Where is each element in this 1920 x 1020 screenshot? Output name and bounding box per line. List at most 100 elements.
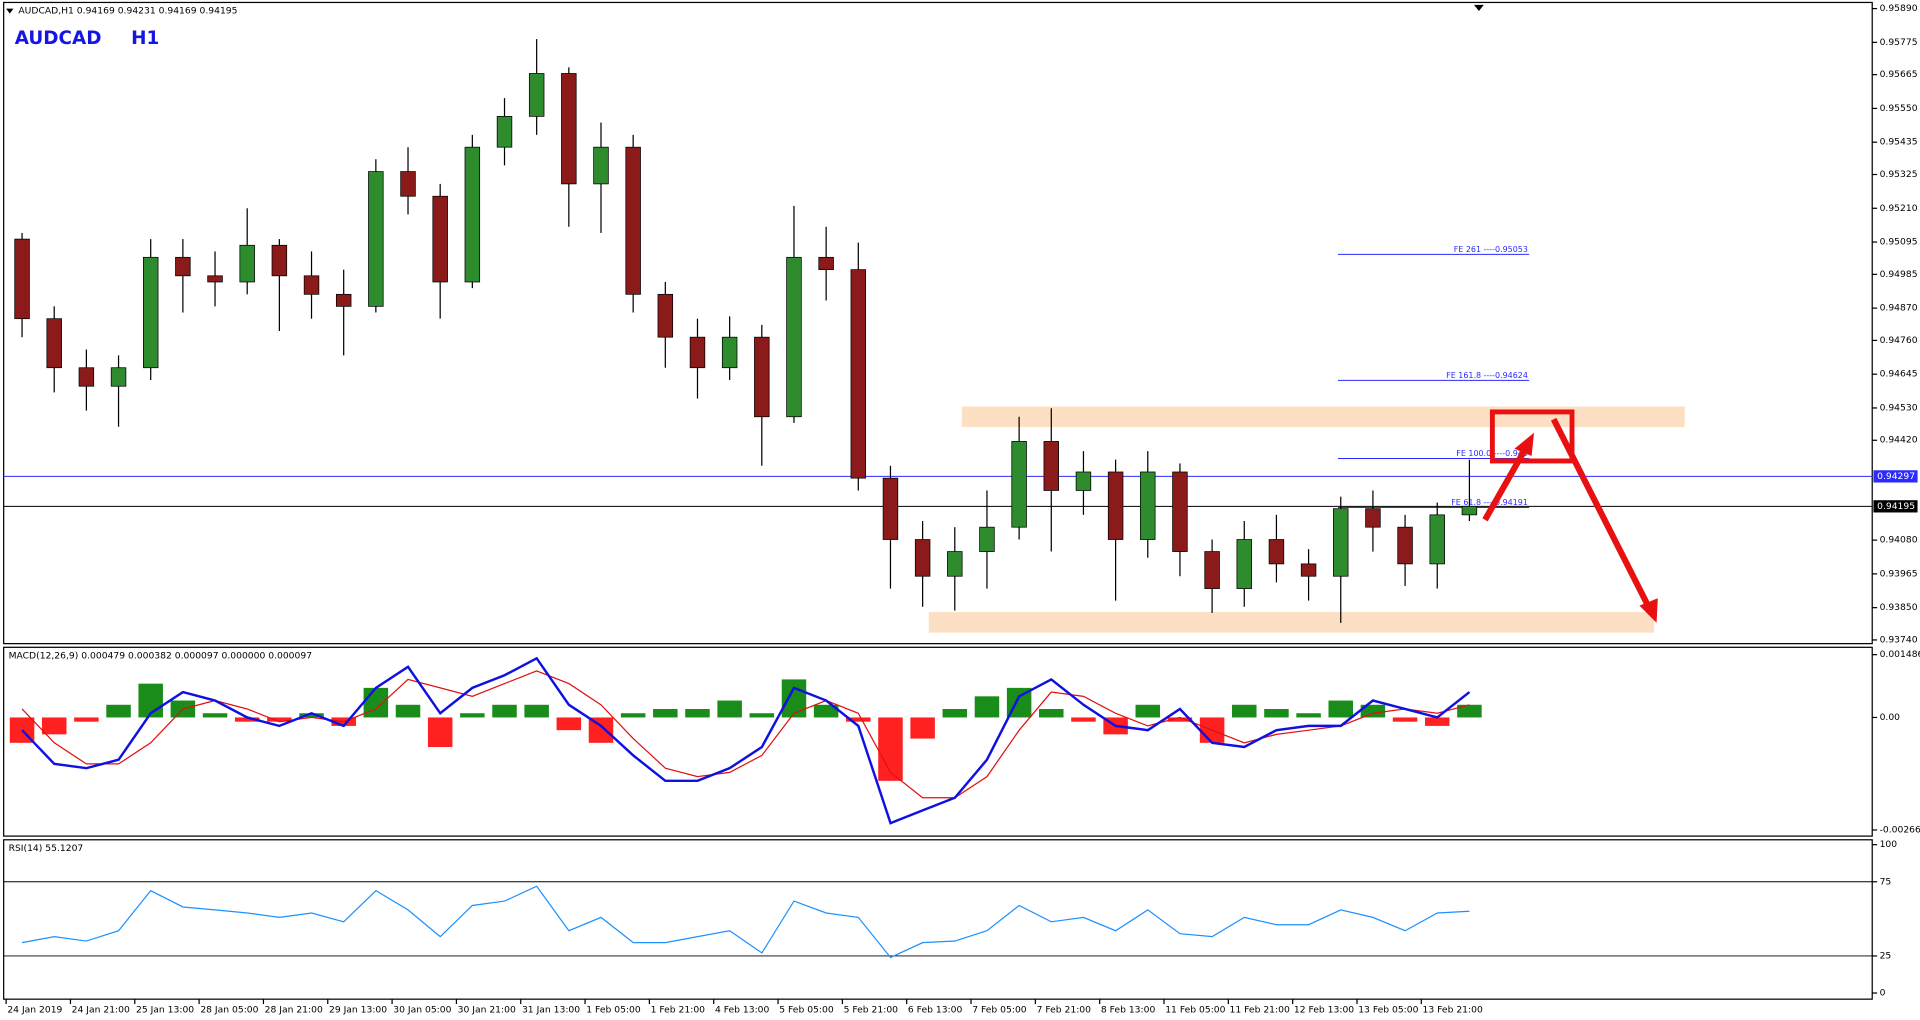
candle-body [914, 539, 931, 577]
candle-body [78, 367, 95, 387]
signal-line [21, 670, 1470, 799]
macd-histogram-bar [1457, 704, 1482, 718]
candle-body [1333, 508, 1349, 577]
zone [928, 612, 1655, 633]
arrow-down [1550, 417, 1651, 608]
symbol: AUDCAD [15, 28, 102, 49]
candle-body [142, 256, 159, 369]
x-tick-label: 13 Feb 05:00 [1358, 1005, 1418, 1016]
macd-histogram-bar [524, 704, 549, 718]
candle-body [1429, 514, 1445, 565]
candle-body [464, 146, 481, 283]
macd-histogram-bar [556, 717, 582, 731]
shift-marker [1474, 4, 1484, 12]
macd-histogram-bar [74, 717, 99, 722]
macd-histogram-bar [878, 717, 903, 781]
macd-histogram-bar [653, 709, 678, 718]
macd-histogram-bar [202, 713, 228, 718]
macd-histogram-bar [1232, 704, 1257, 718]
arrow-down-head [1639, 598, 1658, 623]
y-tick-label: 0.95775 [1880, 37, 1918, 48]
x-tick-label: 5 Feb 05:00 [779, 1005, 834, 1016]
macd-histogram-bar [234, 717, 260, 722]
macd-histogram-bar [106, 704, 131, 718]
y-tick-label: 75 [1880, 876, 1892, 887]
macd-histogram-bar [910, 717, 935, 739]
target-box [1489, 409, 1575, 464]
candle-body [657, 293, 674, 338]
x-tick-label: 11 Feb 21:00 [1230, 1005, 1290, 1016]
macd-histogram-bar [427, 717, 453, 748]
x-tick-label: 30 Jan 21:00 [458, 1005, 516, 1016]
y-tick-label: 0 [1880, 988, 1886, 999]
macd-line [21, 656, 1471, 825]
x-tick-label: 8 Feb 13:00 [1101, 1005, 1156, 1016]
price-label: 0.94195 [1877, 501, 1915, 512]
rsi-title: RSI(14) 55.1207 [9, 843, 84, 854]
macd-histogram-bar [1135, 704, 1161, 718]
macd-histogram-bar [1039, 709, 1064, 718]
macd-histogram-bar [846, 717, 871, 722]
macd-histogram-bar [460, 713, 485, 718]
y-tick-label: 100 [1880, 839, 1898, 850]
price-label-box [1873, 500, 1918, 513]
y-tick-label: 0.94420 [1880, 435, 1918, 446]
price-label: 0.94297 [1877, 471, 1915, 482]
y-tick-label: 0.94870 [1880, 303, 1918, 314]
candle-body [882, 477, 899, 540]
y-tick-label: 0.95890 [1880, 3, 1918, 14]
price-panel [3, 1, 1873, 645]
trade-drawing [1482, 409, 1658, 623]
candle-body [786, 256, 802, 418]
x-tick-label: 6 Feb 13:00 [908, 1005, 963, 1016]
candle-body [175, 256, 191, 277]
candle-body [1268, 539, 1285, 565]
macd-histogram-bar [1071, 717, 1096, 722]
candle-body [754, 336, 770, 418]
candle-body [368, 171, 384, 307]
x-tick-label: 28 Jan 21:00 [265, 1005, 323, 1016]
fe-label: FE 261 ----0.95053 [1454, 245, 1528, 254]
candle-body [239, 244, 255, 283]
macd-histogram-bar [299, 713, 324, 718]
candle-body [593, 146, 609, 185]
candle-body [271, 244, 288, 277]
macd-histogram-bar [1328, 700, 1354, 718]
x-tick-label: 5 Feb 21:00 [844, 1005, 899, 1016]
x-tick-label: 28 Jan 05:00 [200, 1005, 258, 1016]
macd-histogram-bar [1296, 713, 1321, 718]
y-tick-label: 0.93965 [1880, 568, 1918, 579]
macd-histogram-bar [1264, 709, 1289, 718]
macd-histogram-bar [942, 709, 968, 718]
candle-body [689, 336, 706, 369]
macd-histogram-bar [620, 713, 646, 718]
candle-body [207, 275, 223, 283]
candle-body [1043, 441, 1060, 491]
price-label-box [1873, 470, 1918, 483]
macd-histogram-bar [685, 709, 710, 718]
arrow-up [1482, 447, 1529, 522]
y-tick-label: 0.95210 [1880, 203, 1918, 214]
y-tick-label: 0.95435 [1880, 137, 1918, 148]
y-tick-label: 0.94760 [1880, 335, 1918, 346]
x-tick-label: 12 Feb 13:00 [1294, 1005, 1354, 1016]
macd-histogram-bar [717, 700, 742, 718]
x-tick-label: 1 Feb 05:00 [586, 1005, 641, 1016]
x-tick-label: 7 Feb 05:00 [972, 1005, 1027, 1016]
macd-histogram-bar [974, 696, 1000, 718]
candle-body [46, 318, 62, 369]
y-tick-label: 0.001486 [1880, 649, 1920, 660]
macd-title: MACD(12,26,9) 0.000479 0.000382 0.000097… [9, 650, 313, 661]
y-tick-label: 0.94530 [1880, 402, 1918, 413]
candle-body [110, 367, 127, 387]
y-tick-label: 25 [1880, 950, 1892, 961]
candle-body [14, 238, 30, 320]
menu-marker [6, 8, 14, 14]
arrow-up-head [1514, 432, 1535, 457]
macd-histogram-bar [1392, 717, 1418, 722]
macd-histogram-bar [41, 717, 67, 735]
candle-body [1107, 471, 1124, 540]
axis: 0.95890 0.95775 0.95665 0.95550 0.95435 0.953… [5, 3, 1920, 1016]
